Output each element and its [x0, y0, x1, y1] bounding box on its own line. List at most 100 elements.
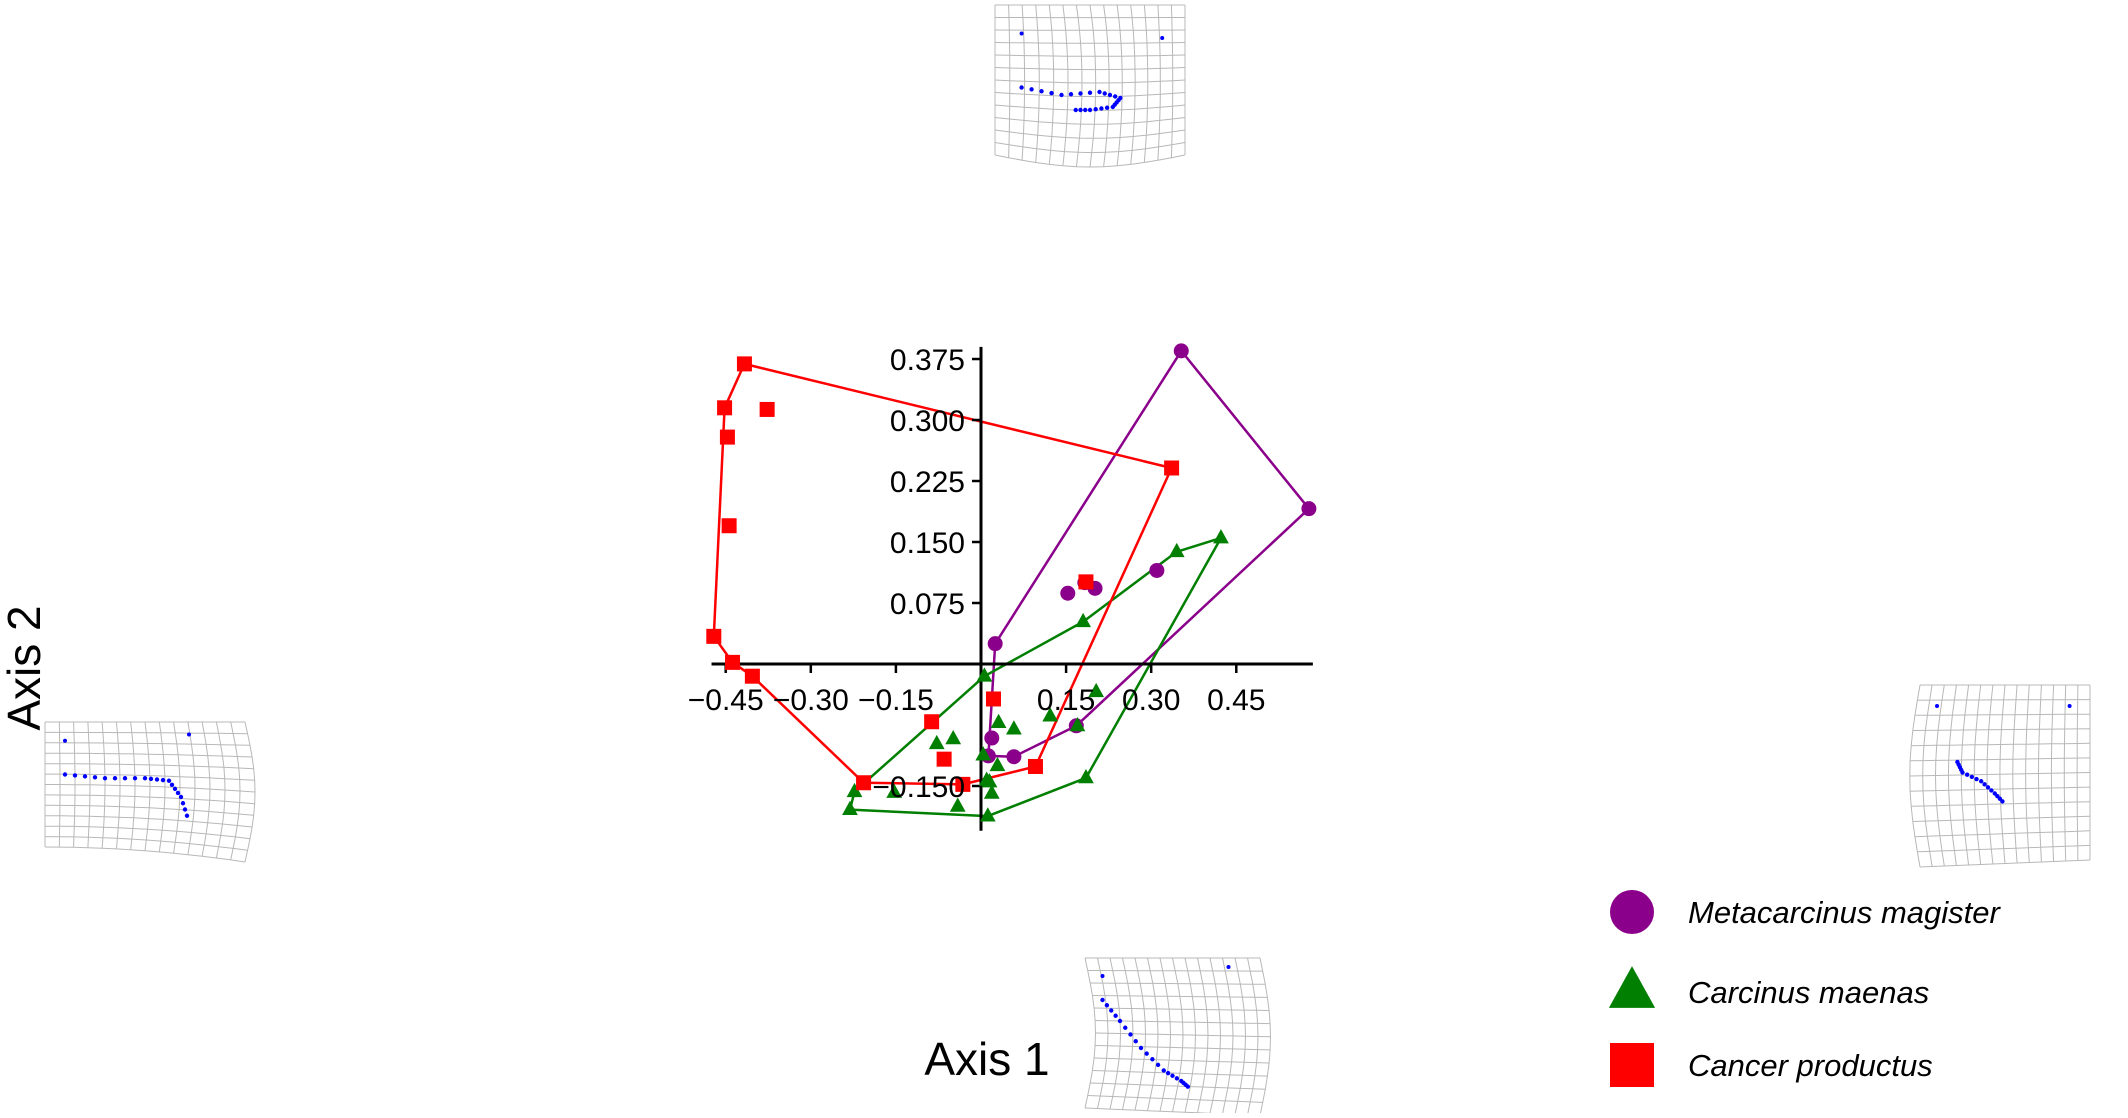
landmark-dot — [167, 779, 171, 783]
landmark-dot — [63, 772, 67, 776]
x-tick-label: −0.15 — [858, 684, 934, 717]
grid-top — [995, 5, 1185, 167]
landmark-dot — [133, 776, 137, 780]
landmark-dot — [179, 795, 183, 799]
landmark-dot — [1100, 998, 1104, 1002]
grid-line — [1085, 958, 1096, 1108]
legend-key-triangle — [1609, 966, 1655, 1008]
landmark-dot — [1160, 36, 1164, 40]
grid-line — [1915, 714, 2090, 715]
legend-item-metacarcinus-magister: Metacarcinus magister — [1610, 890, 2002, 934]
point-metacarcinus-magister — [1060, 586, 1075, 601]
landmark-dot — [1039, 89, 1043, 93]
y-tick-label: 0.375 — [890, 344, 965, 377]
landmark-dot — [1078, 91, 1082, 95]
y-tick-label: 0.150 — [890, 527, 965, 560]
landmark-dot — [1162, 1068, 1166, 1072]
grid-line — [1090, 5, 1096, 167]
grid-line — [1009, 5, 1010, 158]
convex-hulls-layer — [714, 351, 1309, 816]
point-cancer-productus — [720, 430, 735, 445]
point-metacarcinus-magister — [984, 731, 999, 746]
landmark-dot — [1170, 1074, 1174, 1078]
landmark-dot — [1186, 1084, 1190, 1088]
landmark-dot — [1227, 965, 1231, 969]
landmark-dot — [1965, 772, 1969, 776]
landmark-dot — [113, 776, 117, 780]
landmark-dot — [185, 814, 189, 818]
landmark-dot — [103, 776, 107, 780]
grid-line — [1158, 5, 1160, 160]
data-points-layer — [706, 343, 1316, 821]
landmark-dot — [1074, 108, 1078, 112]
x-tick-label: 0.15 — [1037, 684, 1095, 717]
y-tick-label: 0.225 — [890, 466, 965, 499]
x-tick-label: −0.45 — [688, 684, 764, 717]
landmark-dot — [1166, 1071, 1170, 1075]
grid-line — [1131, 5, 1136, 164]
landmark-dot — [1105, 1003, 1109, 1007]
x-tick-label: 0.30 — [1122, 684, 1180, 717]
landmark-dot — [1989, 788, 1993, 792]
point-cancer-productus — [1078, 574, 1093, 589]
point-carcinus-maenas — [1075, 613, 1091, 627]
point-metacarcinus-magister — [988, 636, 1003, 651]
landmark-dot — [1113, 1014, 1117, 1018]
landmark-dot — [1069, 92, 1073, 96]
legend-label: Metacarcinus magister — [1688, 895, 2002, 930]
landmark-dot — [1103, 91, 1107, 95]
grid-bottom — [1085, 958, 1271, 1113]
landmark-dot — [1020, 32, 1024, 36]
x-axis-title: Axis 1 — [924, 1033, 1049, 1085]
grid-line — [1076, 5, 1082, 167]
grid-line — [1144, 5, 1148, 163]
grid-line — [1117, 5, 1122, 166]
grid-line — [1088, 971, 1263, 972]
point-carcinus-maenas — [991, 714, 1007, 728]
point-carcinus-maenas — [929, 735, 945, 749]
grid-line — [995, 55, 1185, 56]
landmark-dot — [1134, 1039, 1138, 1043]
landmark-dot — [155, 777, 159, 781]
point-cancer-productus — [1164, 460, 1179, 475]
landmark-dot — [149, 777, 153, 781]
point-cancer-productus — [745, 669, 760, 684]
point-carcinus-maenas — [1006, 720, 1022, 734]
landmark-dot — [1108, 93, 1112, 97]
grid-right — [1910, 685, 2090, 867]
grid-line — [995, 43, 1185, 44]
landmark-dot — [173, 787, 177, 791]
point-cancer-productus — [937, 752, 952, 767]
grid-line — [1171, 5, 1172, 158]
landmark-dot — [143, 776, 147, 780]
landmark-dot — [1979, 779, 1983, 783]
landmark-dot — [1156, 1063, 1160, 1067]
landmark-dot — [1083, 108, 1087, 112]
landmark-dot — [1088, 108, 1092, 112]
point-metacarcinus-magister — [1006, 749, 1021, 764]
landmark-dot — [1139, 1046, 1143, 1050]
point-cancer-productus — [760, 402, 775, 417]
landmark-dot — [1019, 85, 1023, 89]
grid-left — [45, 722, 255, 862]
landmark-dot — [73, 773, 77, 777]
landmark-dot — [1099, 106, 1103, 110]
legend-label: Carcinus maenas — [1688, 975, 1929, 1010]
point-carcinus-maenas — [842, 801, 858, 815]
grid-line — [1049, 5, 1053, 164]
grid-line — [1104, 5, 1110, 167]
landmark-dot — [1150, 1057, 1154, 1061]
landmark-dot — [1059, 93, 1063, 97]
landmark-dot — [1097, 90, 1101, 94]
point-carcinus-maenas — [1213, 529, 1229, 543]
landmark-dot — [2000, 799, 2004, 803]
point-cancer-productus — [1028, 759, 1043, 774]
landmark-dot — [1105, 106, 1109, 110]
landmark-dot — [1974, 777, 1978, 781]
landmark-dot — [183, 807, 187, 811]
y-tick-label: −0.150 — [872, 771, 965, 804]
landmark-dot — [181, 801, 185, 805]
landmark-dot — [93, 775, 97, 779]
